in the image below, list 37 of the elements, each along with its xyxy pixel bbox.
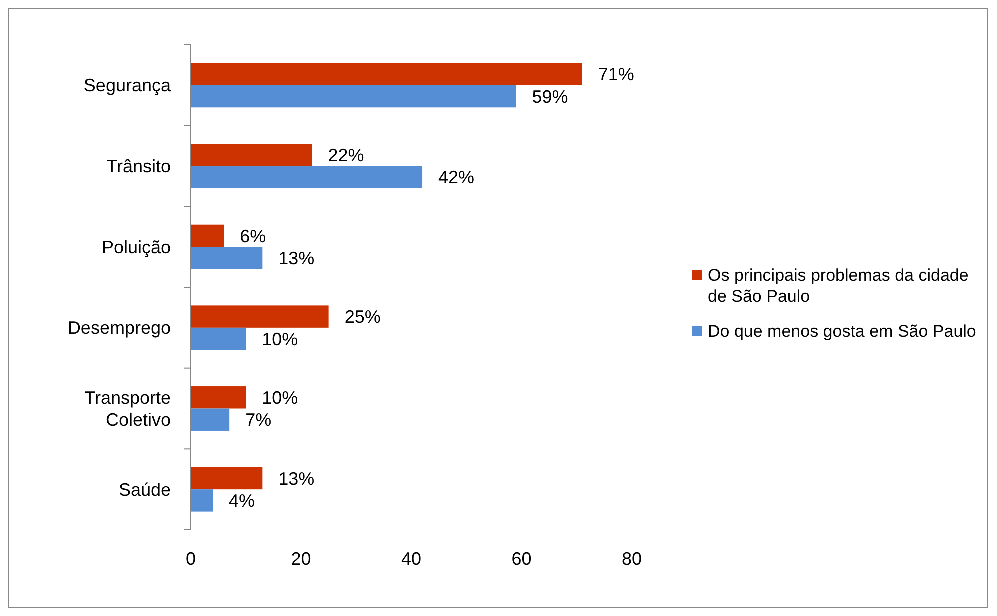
data-label: 71%	[598, 64, 634, 85]
data-label: 10%	[262, 329, 298, 350]
y-tick-label: Transporte Coletivo	[84, 388, 171, 430]
bar	[191, 306, 329, 328]
data-label: 13%	[278, 468, 315, 489]
bar	[191, 224, 224, 248]
data-label: 10%	[262, 388, 298, 408]
x-tick-label: 20	[291, 548, 312, 569]
data-label: 22%	[328, 145, 364, 166]
data-label: 7%	[246, 410, 272, 430]
data-label: 6%	[240, 226, 266, 246]
bar	[191, 166, 423, 188]
data-label: 13%	[278, 248, 315, 268]
data-label: 25%	[344, 307, 381, 328]
y-tick-label: Poluição	[102, 237, 171, 258]
bar	[191, 386, 246, 409]
data-label: 4%	[229, 491, 256, 511]
data-label: 59%	[532, 86, 568, 107]
y-tick-label: Segurança	[84, 76, 172, 96]
bar	[191, 467, 263, 490]
y-tick-label: Desemprego	[68, 318, 171, 338]
bar	[191, 85, 516, 108]
legend-label: Do que menos gosta em São Paulo	[708, 321, 976, 342]
x-tick-label: 80	[622, 548, 642, 569]
legend-label: Os principais problemas da cidade de São Paulo	[708, 265, 970, 307]
y-tick-label: Trânsito	[106, 156, 171, 177]
bar	[191, 247, 263, 270]
bar	[191, 144, 312, 166]
bar	[191, 63, 582, 86]
x-tick-label: 60	[512, 548, 532, 569]
x-tick-label: 0	[186, 548, 196, 569]
y-tick-label: Saúde	[118, 480, 171, 500]
bar	[191, 490, 214, 512]
x-tick-label: 40	[401, 548, 422, 569]
data-label: 42%	[438, 168, 475, 188]
bar	[191, 408, 230, 431]
bar	[191, 328, 246, 350]
